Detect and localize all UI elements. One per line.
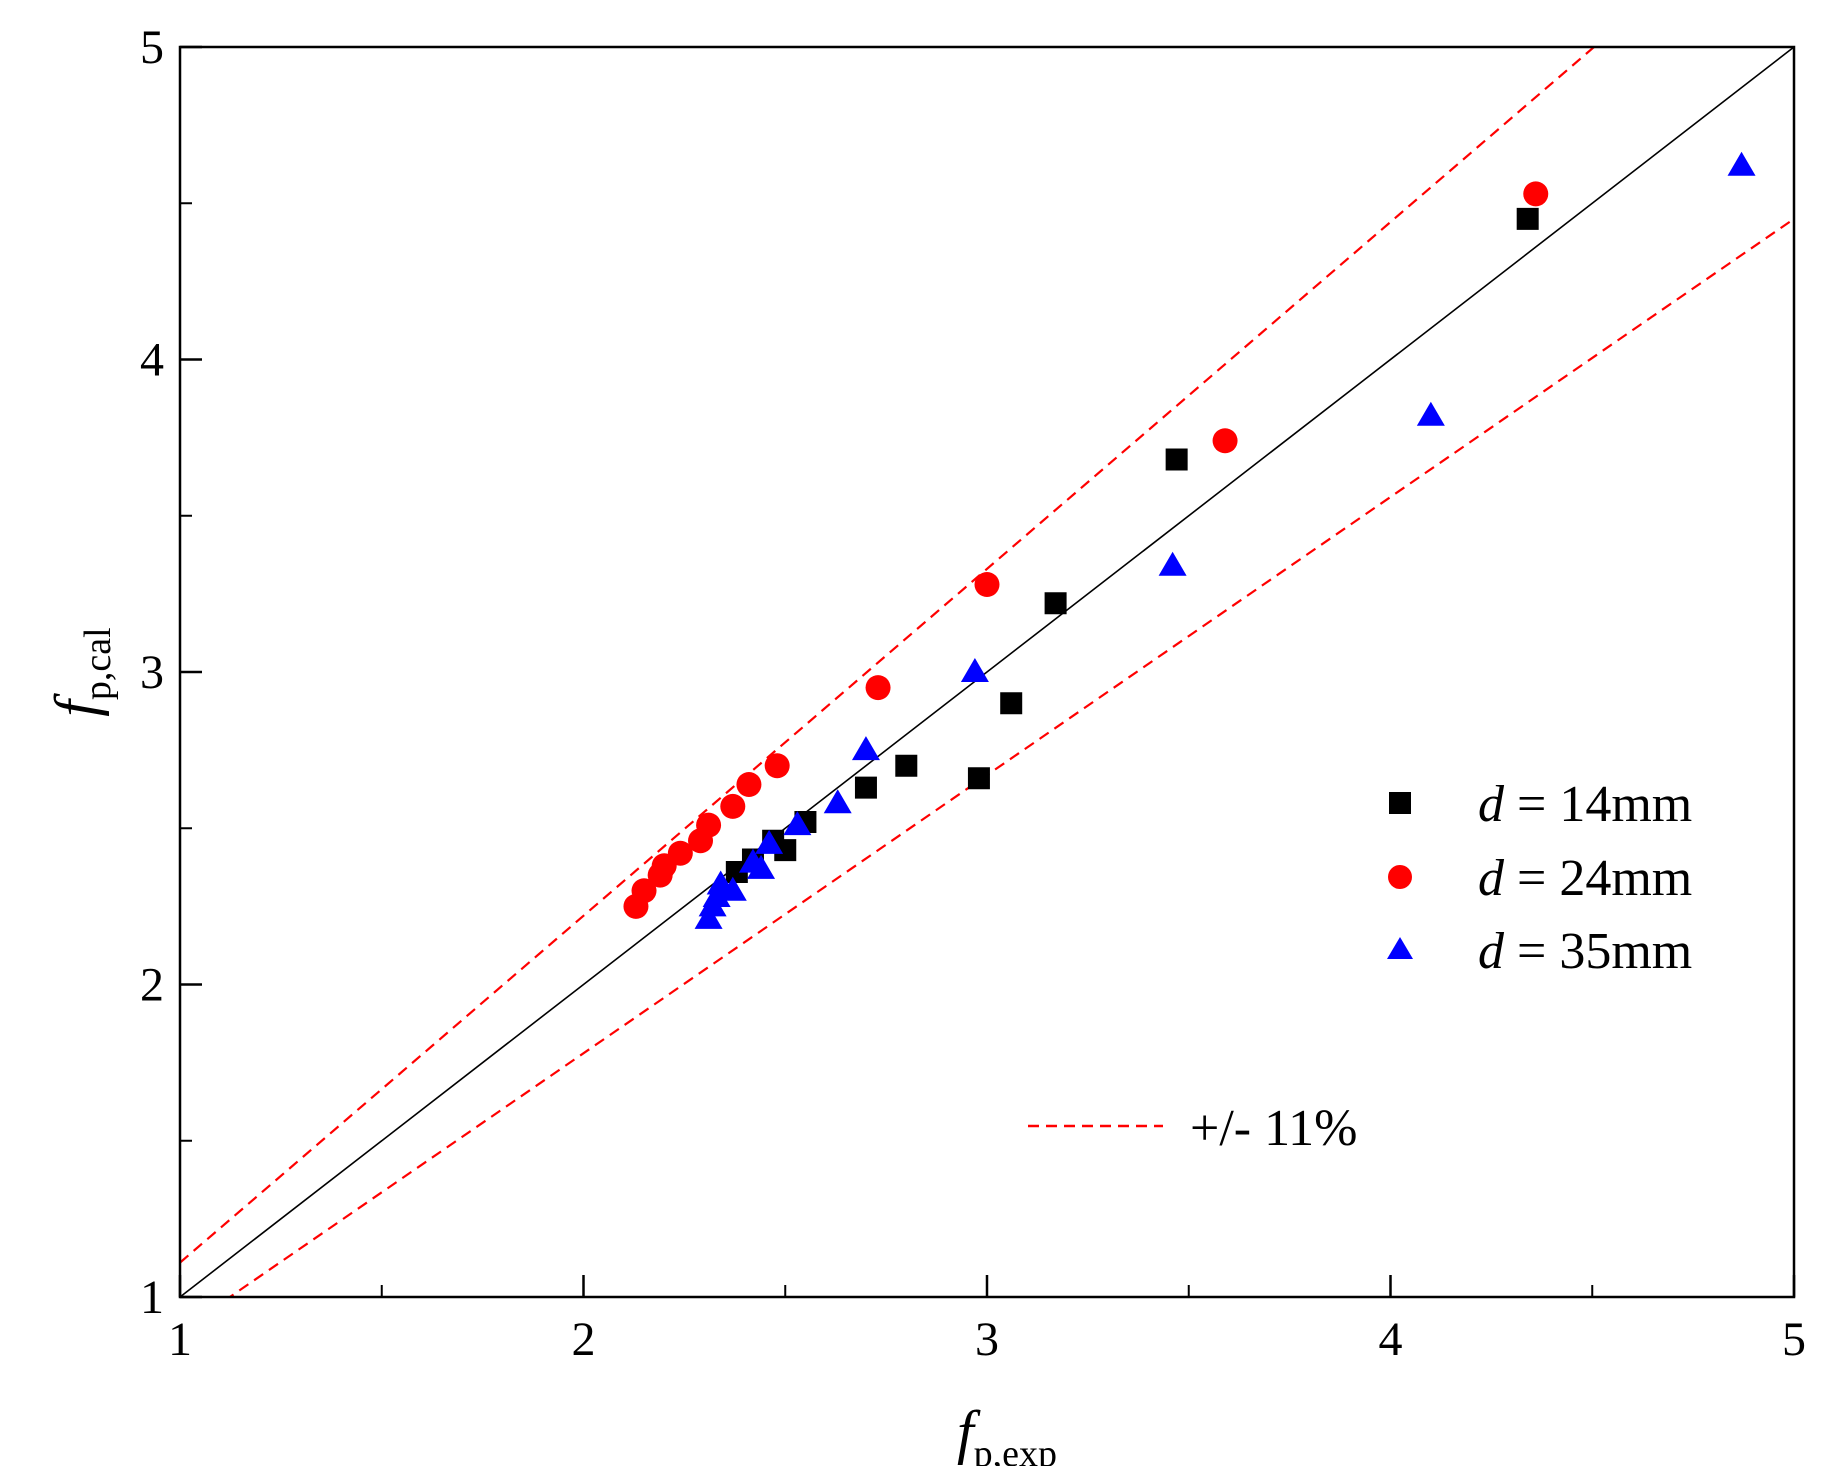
x-tick-label: 3 [975,1313,999,1366]
data-point-triangle [702,883,731,907]
identity-line [180,47,1794,1297]
data-point-square [1044,592,1067,615]
y-axis-title-sub: p,cal [77,627,119,700]
series-35mm [694,151,1756,929]
legend-symbol: d [1478,776,1505,833]
data-point-square [1516,207,1539,230]
legend-value: 24mm [1559,850,1692,907]
data-point-circle [631,878,657,904]
legend-marker-triangle [1387,937,1413,959]
data-point-square [967,767,990,790]
data-point-circle [736,772,762,797]
legend-label-24mm: d = 24mm [1478,850,1692,907]
legend-value: 14mm [1559,776,1692,833]
legend-equals: = [1504,776,1559,833]
legend-equals: = [1504,850,1559,907]
data-point-square [1000,692,1023,715]
x-tick-label: 5 [1782,1313,1806,1366]
data-point-circle [974,572,1000,597]
legend-symbol: d [1478,923,1505,980]
x-tick-label: 2 [572,1313,596,1366]
data-point-triangle [823,789,852,814]
legend-marker-square [1389,792,1411,814]
x-tick-label: 4 [1379,1313,1403,1366]
data-point-triangle [960,658,989,682]
x-tick-label: 1 [168,1313,192,1366]
axis-ticks: 1 2 3 4 5 1 2 3 4 5 [140,21,1806,1366]
legend-equals: = [1504,923,1559,980]
legend-symbol: d [1478,850,1505,907]
data-point-triangle [1727,151,1756,176]
legend-label-bounds: +/- 11% [1190,1100,1357,1157]
upper-bound-line [180,47,1596,1264]
data-point-circle [1212,428,1238,454]
data-point-circle [764,753,790,779]
data-point-triangle [755,829,784,854]
series-24mm [623,181,1549,919]
data-point-square [774,839,797,862]
y-tick-label: 5 [140,21,164,74]
data-point-triangle [747,854,776,879]
data-point-triangle [1416,401,1445,426]
legend-marker-circle [1388,865,1412,889]
data-point-square [895,754,918,777]
legend-item-24mm: d = 24mm [1388,850,1692,907]
y-tick-label: 1 [140,1271,164,1324]
data-point-circle [1523,181,1549,207]
legend-label-14mm: d = 14mm [1478,776,1692,833]
y-tick-label: 4 [140,334,164,387]
legend-value: 35mm [1559,923,1692,980]
data-point-triangle [851,736,880,761]
data-point-triangle [694,904,723,929]
data-point-triangle [718,876,747,901]
data-point-square [854,776,877,799]
data-point-circle [720,793,746,819]
y-tick-label: 3 [140,646,164,699]
data-point-circle [696,812,722,838]
data-points [623,151,1756,929]
data-point-triangle [1158,551,1187,576]
data-point-square [1165,448,1188,471]
legend-item-bounds: +/- 11% [1028,1100,1357,1157]
data-point-triangle [783,811,812,836]
x-axis-title-sub: p,exp [974,1433,1057,1466]
y-tick-label: 2 [140,959,164,1012]
legend-item-35mm: d = 35mm [1387,923,1692,980]
legend: d = 14mm d = 24mm d = 35mm +/- 11% [1028,776,1692,1157]
legend-label-35mm: d = 35mm [1478,923,1692,980]
data-point-circle [667,840,693,866]
data-point-circle [865,675,891,701]
legend-item-14mm: d = 14mm [1389,776,1692,833]
